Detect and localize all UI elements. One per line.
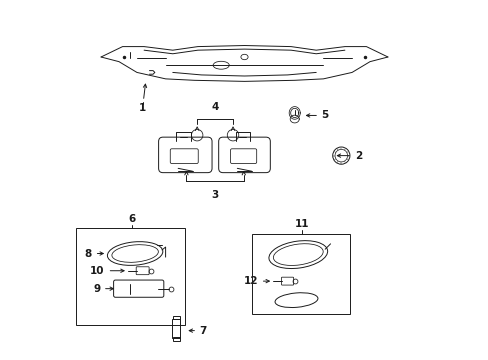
Text: 10: 10 bbox=[89, 266, 104, 276]
Bar bbox=[173, 316, 179, 319]
Bar bbox=[76, 228, 185, 325]
Text: 12: 12 bbox=[243, 276, 258, 286]
Text: 1: 1 bbox=[139, 103, 145, 113]
Text: 9: 9 bbox=[93, 284, 100, 294]
Bar bbox=[251, 234, 349, 315]
Text: 11: 11 bbox=[294, 219, 308, 229]
Text: 4: 4 bbox=[211, 102, 218, 112]
Text: 3: 3 bbox=[211, 190, 218, 200]
Text: 7: 7 bbox=[199, 325, 206, 336]
Text: 5: 5 bbox=[321, 111, 328, 121]
Bar bbox=[173, 337, 179, 341]
Text: 8: 8 bbox=[84, 248, 92, 258]
Text: 6: 6 bbox=[128, 214, 135, 224]
Bar bbox=[172, 319, 180, 338]
Text: 2: 2 bbox=[354, 150, 362, 161]
